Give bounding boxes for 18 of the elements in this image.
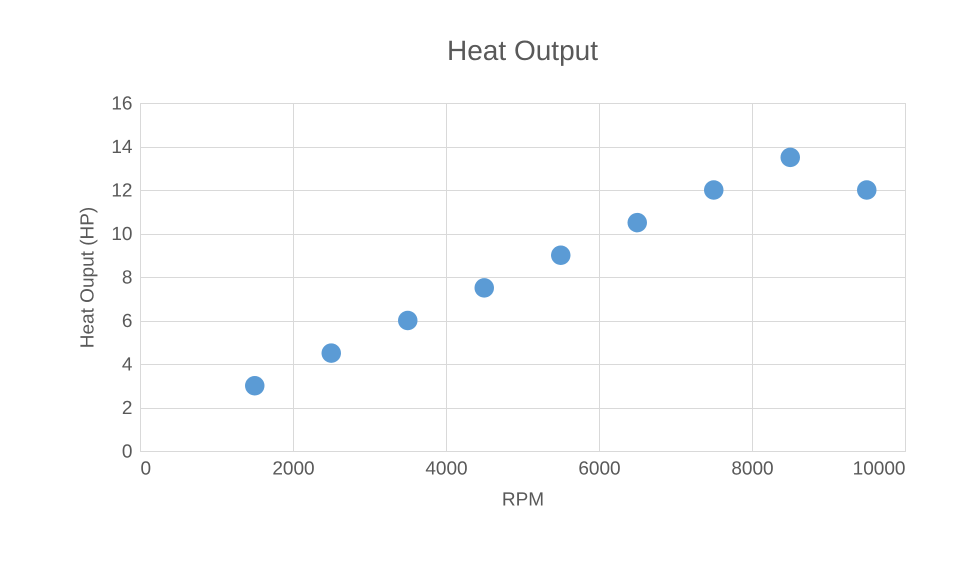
- y-tick-label: 2: [122, 398, 132, 419]
- x-tick-label: 2000: [272, 458, 315, 480]
- y-axis-title: Heat Ouput (HP): [77, 206, 98, 348]
- y-tick-label: 12: [111, 180, 132, 202]
- x-tick-label: 6000: [578, 458, 621, 480]
- x-tick-label: 0: [140, 458, 152, 480]
- x-tick-label: 8000: [731, 458, 774, 480]
- y-tick-label: 4: [122, 354, 133, 376]
- x-axis-title: RPM: [502, 490, 544, 510]
- y-tick-label: 14: [111, 137, 133, 158]
- x-tick-label: 10000: [852, 458, 906, 480]
- chart-title: Heat Output: [447, 35, 598, 66]
- y-tick-label: 10: [111, 224, 132, 245]
- x-tick-label: 4000: [425, 458, 468, 480]
- y-tick-label: 6: [122, 311, 132, 332]
- y-tick-label: 16: [111, 94, 132, 114]
- y-tick-label: 8: [122, 268, 132, 288]
- y-tick-label: 0: [122, 442, 132, 462]
